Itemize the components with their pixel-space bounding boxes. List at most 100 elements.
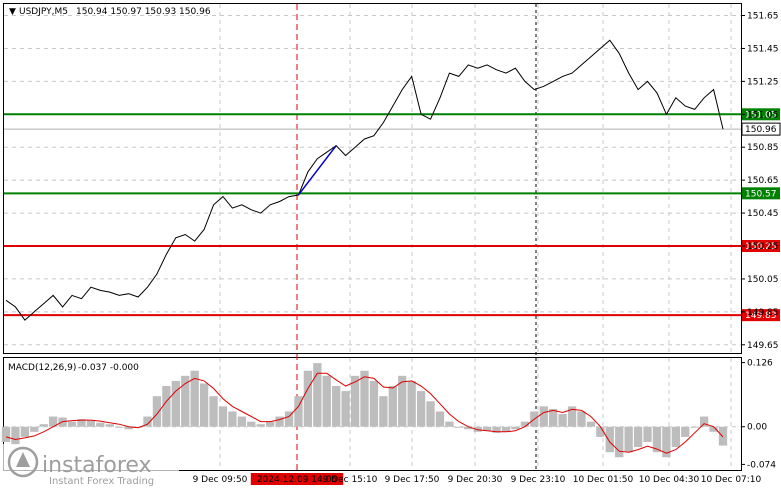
price-axis: 151.65 151.45 151.25 151.05 150.85 150.65 150.… <box>741 12 779 351</box>
macd-bar <box>256 424 265 427</box>
macd-histogram <box>1 363 741 458</box>
macd-bar <box>435 411 445 427</box>
level-label-151.05: 151.05 <box>745 110 777 120</box>
price-series <box>5 39 724 321</box>
level-label-150.25: 150.25 <box>745 242 777 252</box>
macd-bar <box>77 419 86 427</box>
macd-bar <box>199 383 209 427</box>
macd-tick-label: -0.074 <box>747 460 776 470</box>
macd-bar <box>237 416 247 427</box>
macd-bar <box>652 426 662 453</box>
macd-values: -0.037 -0.000 <box>78 363 139 373</box>
watermark-tagline: Instant Forex Trading <box>49 476 154 487</box>
macd-title: MACD(12,26,9) <box>8 363 76 373</box>
macd-bar <box>284 411 294 427</box>
trend-line <box>297 145 337 196</box>
chart-symbol: USDJPY,M5 <box>19 7 68 17</box>
macd-bar <box>322 375 331 427</box>
macd-bar <box>388 386 397 427</box>
macd-bar <box>501 426 511 432</box>
macd-bar <box>492 426 501 433</box>
time-axis-label: 9 Dec 17:50 <box>385 475 440 485</box>
level-label-149.83: 149.83 <box>745 311 777 321</box>
macd-bar <box>633 426 643 448</box>
price-tick-label: 151.45 <box>747 44 779 54</box>
macd-bar <box>539 406 548 427</box>
time-axis-label: 9 Dec 20:30 <box>448 475 503 485</box>
time-axis-label: 10 Dec 04:30 <box>639 475 700 485</box>
macd-bar <box>577 411 586 427</box>
macd-bar <box>464 426 473 430</box>
current-price-label: 150.96 <box>745 125 777 135</box>
time-marker-label: 2024.12.09 14:05 <box>257 475 337 485</box>
price-tick-label: 151.25 <box>747 77 779 87</box>
macd-tick-label: 0.00 <box>747 423 767 433</box>
macd-bar <box>67 421 77 427</box>
grid-lines <box>4 4 741 470</box>
macd-bar <box>643 426 652 442</box>
price-tick-label: 150.85 <box>747 143 779 153</box>
price-tick-label: 149.85 <box>747 308 779 318</box>
macd-bar <box>426 401 435 427</box>
macd-bar <box>247 421 256 427</box>
macd-bar <box>171 380 180 427</box>
price-tick-label: 150.25 <box>747 242 779 252</box>
macd-bar <box>143 416 152 427</box>
macd-bar <box>596 426 605 437</box>
macd-bar <box>482 426 492 431</box>
macd-axis: 0.126 0.00 -0.074 <box>741 359 776 470</box>
macd-bar <box>181 375 190 427</box>
price-line <box>5 39 724 321</box>
time-axis-label: 10 Dec 01:50 <box>573 475 634 485</box>
macd-bar <box>709 426 718 432</box>
macd-bar <box>699 416 709 427</box>
macd-bar <box>209 396 218 427</box>
macd-bar <box>671 426 680 448</box>
time-axis-label: 9 Dec 23:10 <box>511 475 566 485</box>
macd-bar <box>567 406 577 427</box>
macd-bar <box>218 406 228 427</box>
time-axis-label: 9 Dec 15:10 <box>323 475 378 485</box>
macd-bar <box>341 391 350 427</box>
price-tick-label: 150.45 <box>747 209 779 219</box>
macd-bar <box>11 426 20 445</box>
macd-bar <box>416 391 426 427</box>
macd-bar <box>96 422 105 427</box>
macd-bar <box>360 370 369 427</box>
price-tick-label: 150.65 <box>747 176 779 186</box>
level-badge-150.25 <box>742 239 780 252</box>
macd-bar <box>718 426 728 446</box>
macd-bar <box>49 416 58 427</box>
macd-bar <box>605 426 614 453</box>
macd-bar <box>454 426 463 428</box>
macd-bar <box>549 408 558 427</box>
macd-bar <box>303 370 313 427</box>
macd-bar <box>681 426 690 437</box>
level-badge-151.05 <box>742 108 780 121</box>
macd-bar <box>190 370 199 427</box>
level-badge-149.83 <box>742 309 780 322</box>
symbol-dropdown-icon[interactable]: ▼ <box>9 7 16 17</box>
macd-bar <box>275 416 284 427</box>
macd-bar <box>369 380 379 427</box>
macd-tick-label: 0.126 <box>747 359 773 369</box>
macd-bar <box>398 375 407 427</box>
macd-bar <box>294 396 303 427</box>
horizontal-levels[interactable]: 151.05 150.57 150.25 149.83 150.96 <box>4 108 781 322</box>
price-tick-label: 149.65 <box>747 341 779 351</box>
macd-bar <box>39 424 48 427</box>
time-marker-badge <box>250 473 344 485</box>
watermark-brand: instaforex <box>42 453 152 478</box>
macd-bar <box>445 421 454 427</box>
level-label-150.57: 150.57 <box>745 189 777 199</box>
time-axis-label: 9 Dec 09:50 <box>193 475 248 485</box>
current-price-badge <box>741 122 781 136</box>
macd-bar <box>624 426 633 453</box>
macd-bar <box>124 426 133 430</box>
macd-bar <box>350 375 360 427</box>
macd-signal-line <box>5 372 724 454</box>
price-tick-label: 151.05 <box>747 110 779 120</box>
macd-bar <box>313 363 322 427</box>
macd-bar <box>228 411 237 427</box>
